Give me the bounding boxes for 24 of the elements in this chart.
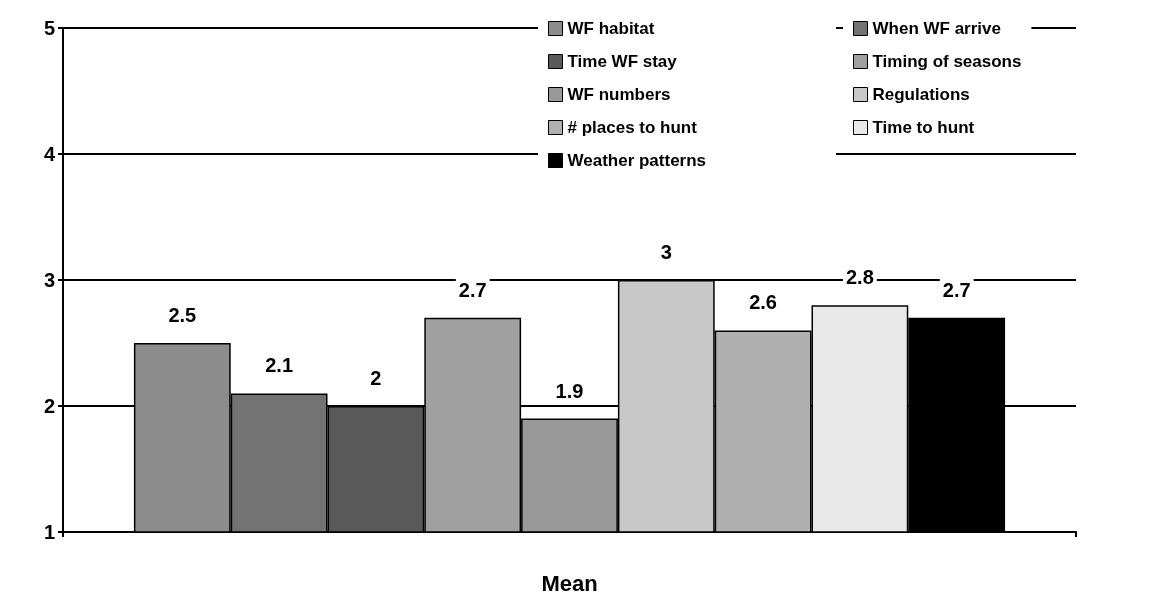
legend-label: WF numbers bbox=[567, 85, 671, 104]
y-tick-label: 3 bbox=[43, 269, 55, 291]
y-tick-label: 5 bbox=[43, 17, 55, 39]
data-label: 2.1 bbox=[265, 354, 294, 377]
legend-label: Time WF stay bbox=[567, 52, 678, 71]
legend-label: Weather patterns bbox=[567, 151, 707, 170]
data-label: 2.7 bbox=[942, 278, 971, 301]
y-tick-label: 1 bbox=[43, 521, 55, 543]
data-label: 2.7 bbox=[458, 278, 487, 301]
legend-label: Timing of seasons bbox=[872, 52, 1022, 71]
y-tick-label: 2 bbox=[43, 395, 55, 417]
data-label: 2.6 bbox=[749, 291, 777, 314]
data-label: 2.5 bbox=[168, 304, 197, 326]
legend-label: When WF arrive bbox=[872, 19, 1001, 38]
legend-label: # places to hunt bbox=[567, 118, 698, 137]
x-tick-label: Mean bbox=[541, 570, 598, 596]
y-tick-label: 4 bbox=[43, 143, 56, 165]
data-label: 3 bbox=[660, 241, 672, 263]
legend-label: WF habitat bbox=[567, 19, 655, 38]
legend-label: Time to hunt bbox=[872, 118, 975, 137]
legend-label: Regulations bbox=[872, 85, 970, 104]
data-label: 1.9 bbox=[555, 379, 584, 402]
data-label: 2 bbox=[370, 367, 382, 389]
data-label: 2.8 bbox=[845, 266, 874, 289]
